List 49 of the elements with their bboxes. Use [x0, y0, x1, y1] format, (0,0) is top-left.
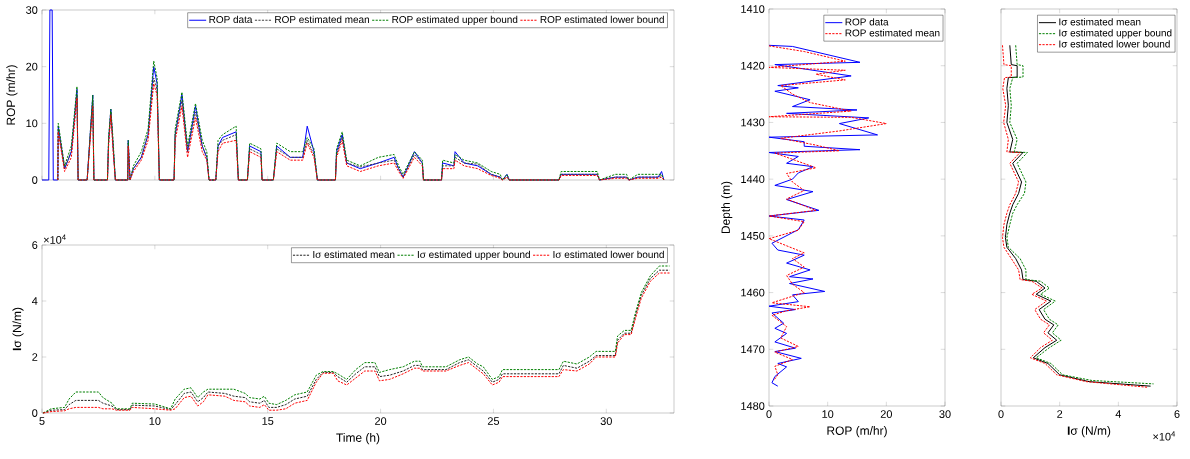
y-tick-label: 1470: [741, 345, 765, 354]
y-tick-label: 1480: [741, 402, 765, 410]
y-axis-title: Iσ (N/m): [12, 307, 24, 351]
y-tick-label: 1450: [741, 232, 765, 240]
legend-label: ROP estimated upper bound: [392, 15, 518, 26]
legend-label: Iσ estimated mean: [313, 250, 395, 259]
y-tick-label: 30: [26, 6, 38, 14]
legend-label: ROP estimated lower bound: [540, 15, 664, 24]
y-tick-label: 1440: [741, 175, 765, 184]
x-tick-label: 30: [600, 417, 612, 425]
x-tick-label: 10: [149, 417, 161, 425]
legend-label: ROP data: [845, 18, 889, 26]
x-axis-title: Iσ (N/m): [1067, 426, 1111, 438]
legend-label: Iσ estimated lower bound: [553, 250, 664, 259]
legend-label: ROP estimated mean: [275, 15, 369, 24]
legend-label: ROP estimated mean: [845, 29, 940, 37]
x-tick-label: 0: [998, 410, 1004, 418]
y-tick-label: 20: [26, 62, 38, 71]
y-tick-label: 1420: [741, 61, 765, 70]
y-axis-title: ROP (m/hr): [6, 65, 18, 125]
legend-label: Iσ estimated mean: [1059, 18, 1141, 26]
x-tick-label: 2: [1057, 410, 1063, 418]
legend-label: Iσ estimated lower bound: [1059, 40, 1170, 48]
y-tick-label: 1430: [741, 118, 765, 127]
legend-label: Iσ estimated upper bound: [1059, 29, 1172, 39]
legend-label: ROP data: [209, 15, 253, 24]
x-tick-label: 5: [39, 417, 45, 425]
x-tick-label: 20: [880, 410, 892, 418]
text: ×10$^{4}$: [43, 234, 66, 244]
text: ×10$^{4}$: [1153, 431, 1176, 441]
y-tick-label: 0: [32, 176, 38, 184]
x-tick-label: 30: [939, 410, 951, 418]
x-tick-label: 25: [487, 417, 500, 425]
x-tick-label: 4: [1115, 410, 1122, 418]
x-tick-label: 20: [375, 417, 387, 425]
legend-label: Iσ estimated upper bound: [417, 250, 530, 260]
y-tick-label: 10: [26, 119, 38, 128]
y-tick-label: 4: [31, 297, 38, 305]
y-tick-label: 2: [32, 353, 38, 361]
y-tick-label: 1410: [741, 5, 765, 13]
x-tick-label: 10: [822, 410, 834, 418]
x-tick-label: 15: [262, 417, 274, 425]
x-axis-title: Time (h): [336, 433, 380, 445]
y-tick-label: 6: [32, 241, 38, 249]
y-axis-title: Depth (m): [721, 181, 733, 234]
x-tick-label: 6: [1174, 410, 1180, 418]
x-axis-title: ROP (m/hr): [827, 426, 887, 438]
y-tick-label: 1460: [741, 288, 765, 297]
x-tick-label: 0: [766, 410, 772, 418]
